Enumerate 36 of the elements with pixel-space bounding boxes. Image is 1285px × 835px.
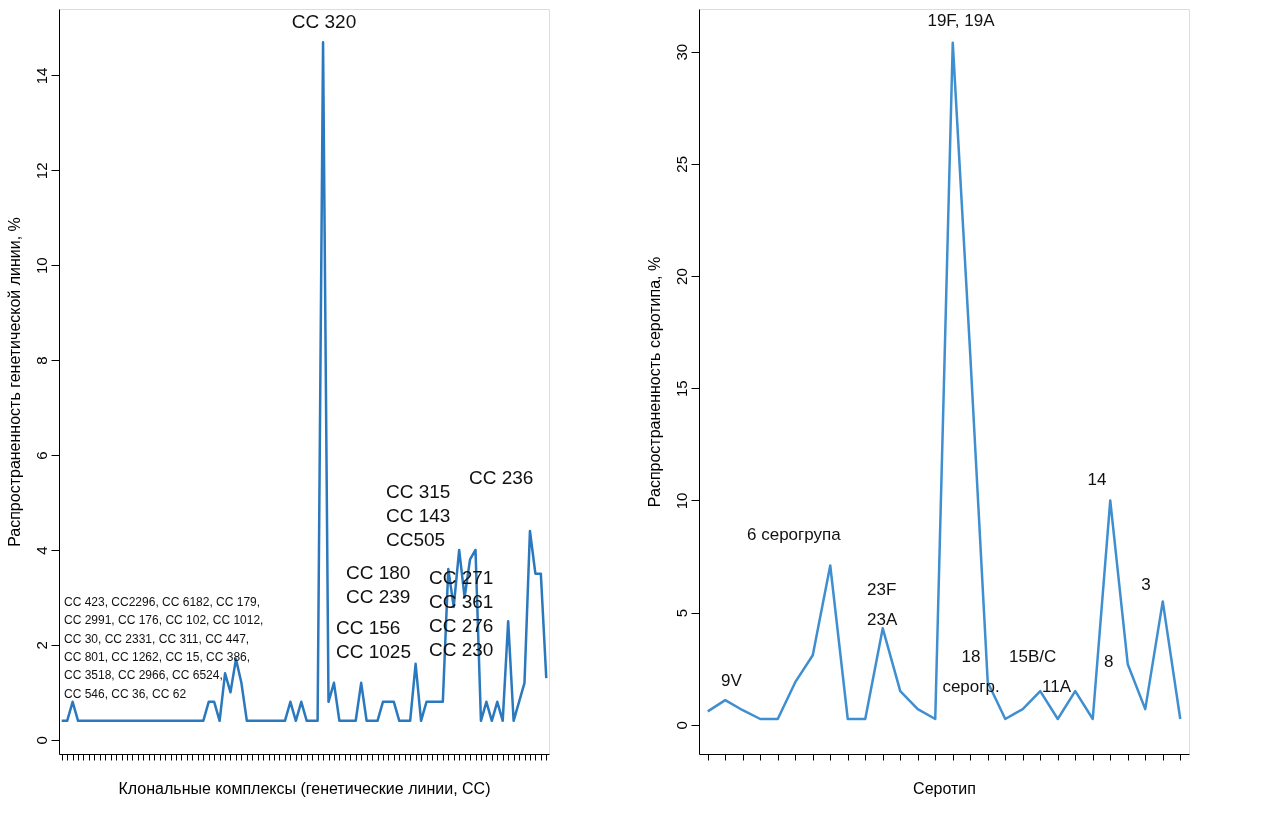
annotation: 23F 23A: [867, 580, 898, 629]
annotation: 8: [1104, 652, 1114, 671]
annotation: 6 серогрупа: [747, 525, 842, 544]
annotation: 3: [1141, 575, 1151, 594]
y-tick-label: 25: [672, 155, 690, 173]
x-axis-title: Клональные комплексы (генетические линии, СС): [118, 780, 491, 797]
annotation: CC 320: [291, 11, 357, 32]
y-axis-title: Распространенность серотипа, %: [645, 256, 663, 508]
y-tick-label: 5: [672, 608, 690, 618]
y-tick-label: 0: [672, 721, 690, 730]
y-tick-label: 20: [672, 268, 690, 285]
y-axis-title: Распространенность генетической линии, %: [5, 217, 23, 547]
annotation: 9V: [721, 671, 743, 690]
x-axis-title: Серотип: [913, 780, 976, 797]
annotation: 19F, 19A: [927, 11, 996, 30]
y-tick-label: 0: [32, 736, 50, 745]
annotation: CC 423, CC2296, CC 6182, CC 179, CC 2991, CC 176, CC 102, CC 1012, CC 30, CC 2331, CC 311, CC 447, CC 801, CC 1262, CC 15, CC 386, CC 3518, CC 2966, CC 6524, CC 546, CC 36, CC 62: [64, 595, 264, 701]
annotation: 11A: [1042, 677, 1072, 696]
y-tick-label: 4: [32, 546, 50, 555]
annotation: 15B/C: [1009, 647, 1057, 666]
y-tick-label: 10: [32, 257, 50, 275]
y-tick-label: 14: [32, 67, 50, 85]
annotation: CC 180 CC 239: [346, 562, 411, 607]
y-tick-label: 12: [32, 162, 50, 180]
line-series: [60, 40, 548, 723]
y-tick-label: 10: [672, 492, 690, 510]
y-tick-label: 2: [32, 641, 50, 650]
annotation: CC 315 CC 143 CC505: [386, 481, 451, 550]
annotation: CC 236: [469, 467, 534, 488]
y-tick-label: 15: [672, 380, 690, 398]
y-tick-label: 6: [32, 451, 50, 460]
annotation: 14: [1087, 470, 1107, 489]
annotation: CC 156 CC 1025: [336, 617, 411, 662]
y-tick-label: 8: [32, 356, 50, 365]
line-series: [706, 41, 1182, 721]
y-tick-label: 30: [672, 43, 690, 61]
